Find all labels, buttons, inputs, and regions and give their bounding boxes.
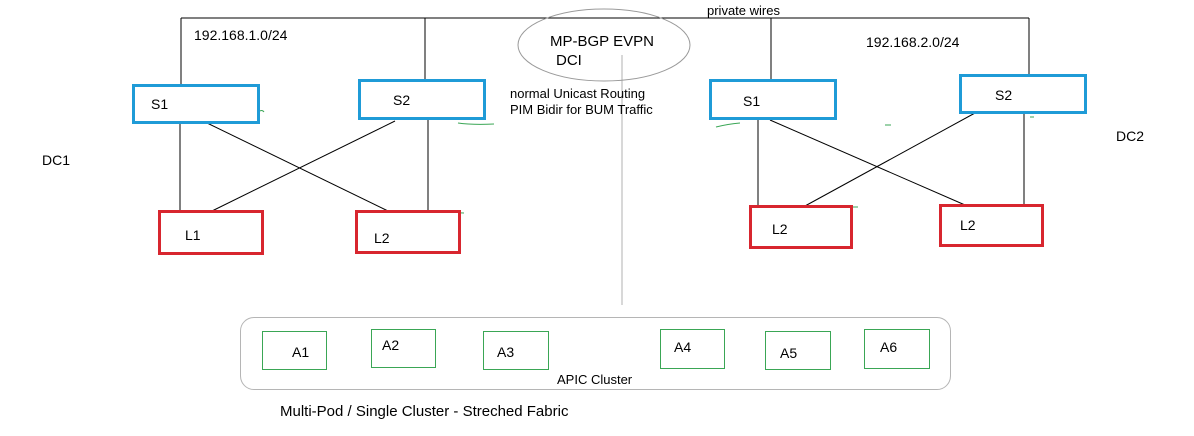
dc1-leaf-l2[interactable]: L2 (355, 210, 461, 254)
link-dc1-s1-l2 (204, 121, 389, 212)
apic-node-a4[interactable]: A4 (660, 329, 725, 369)
routing-note-2: PIM Bidir for BUM Traffic (510, 102, 653, 117)
apic-cluster-label: APIC Cluster (557, 372, 633, 387)
apic-cluster (240, 317, 951, 390)
apic-node-a6-label: A6 (880, 339, 898, 355)
dc1-leaf-l2-label: L2 (374, 230, 390, 246)
dc1-spine-s2-label: S2 (393, 92, 411, 108)
dc1-spine-s2[interactable]: S2 (358, 79, 486, 120)
apic-node-a1-label: A1 (292, 344, 310, 360)
dc1-subnet-label: 192.168.1.0/24 (194, 27, 288, 43)
apic-node-a4-label: A4 (674, 339, 692, 355)
dc2-leaf-l2a-label: L2 (772, 221, 788, 237)
dc2-leaf-l2a[interactable]: L2 (749, 205, 853, 249)
apic-node-a5[interactable]: A5 (765, 331, 831, 370)
apic-node-a6[interactable]: A6 (864, 329, 930, 369)
apic-node-a1[interactable]: A1 (262, 331, 327, 370)
link-dc2-s2-l2a (804, 112, 976, 207)
dci-ellipse (517, 8, 691, 82)
dc1-label: DC1 (42, 152, 71, 168)
dci-title: MP-BGP EVPN (550, 33, 654, 50)
dc2-label: DC2 (1116, 128, 1145, 144)
routing-note-1: normal Unicast Routing (510, 86, 646, 101)
apic-node-a3[interactable]: A3 (483, 331, 549, 370)
dci-subtitle: DCI (556, 52, 582, 69)
dc2-spine-s1-label: S1 (743, 93, 761, 109)
dc2-spine-s2[interactable]: S2 (959, 74, 1087, 114)
dc2-leaf-l2b-label: L2 (960, 217, 976, 233)
dc2-spine-s2-label: S2 (995, 87, 1013, 103)
apic-node-a2[interactable]: A2 (371, 329, 436, 368)
private-wires-label: private wires (707, 3, 780, 18)
apic-node-a3-label: A3 (497, 344, 515, 360)
diagram-caption: Multi-Pod / Single Cluster - Streched Fa… (280, 403, 569, 420)
apic-node-a2-label: A2 (382, 337, 400, 353)
stray-marks (257, 110, 1034, 214)
link-dc1-s2-l1 (211, 120, 396, 212)
link-dc2-s1-l2b (769, 119, 966, 206)
dc2-leaf-l2b[interactable]: L2 (939, 204, 1044, 247)
dc1-leaf-l1[interactable]: L1 (158, 210, 264, 255)
dc1-spine-s1[interactable]: S1 (132, 84, 260, 124)
dc2-subnet-label: 192.168.2.0/24 (866, 34, 960, 50)
dc2-spine-s1[interactable]: S1 (709, 79, 837, 120)
apic-node-a5-label: A5 (780, 345, 798, 361)
dc1-spine-s1-label: S1 (151, 96, 169, 112)
dc1-leaf-l1-label: L1 (185, 227, 201, 243)
